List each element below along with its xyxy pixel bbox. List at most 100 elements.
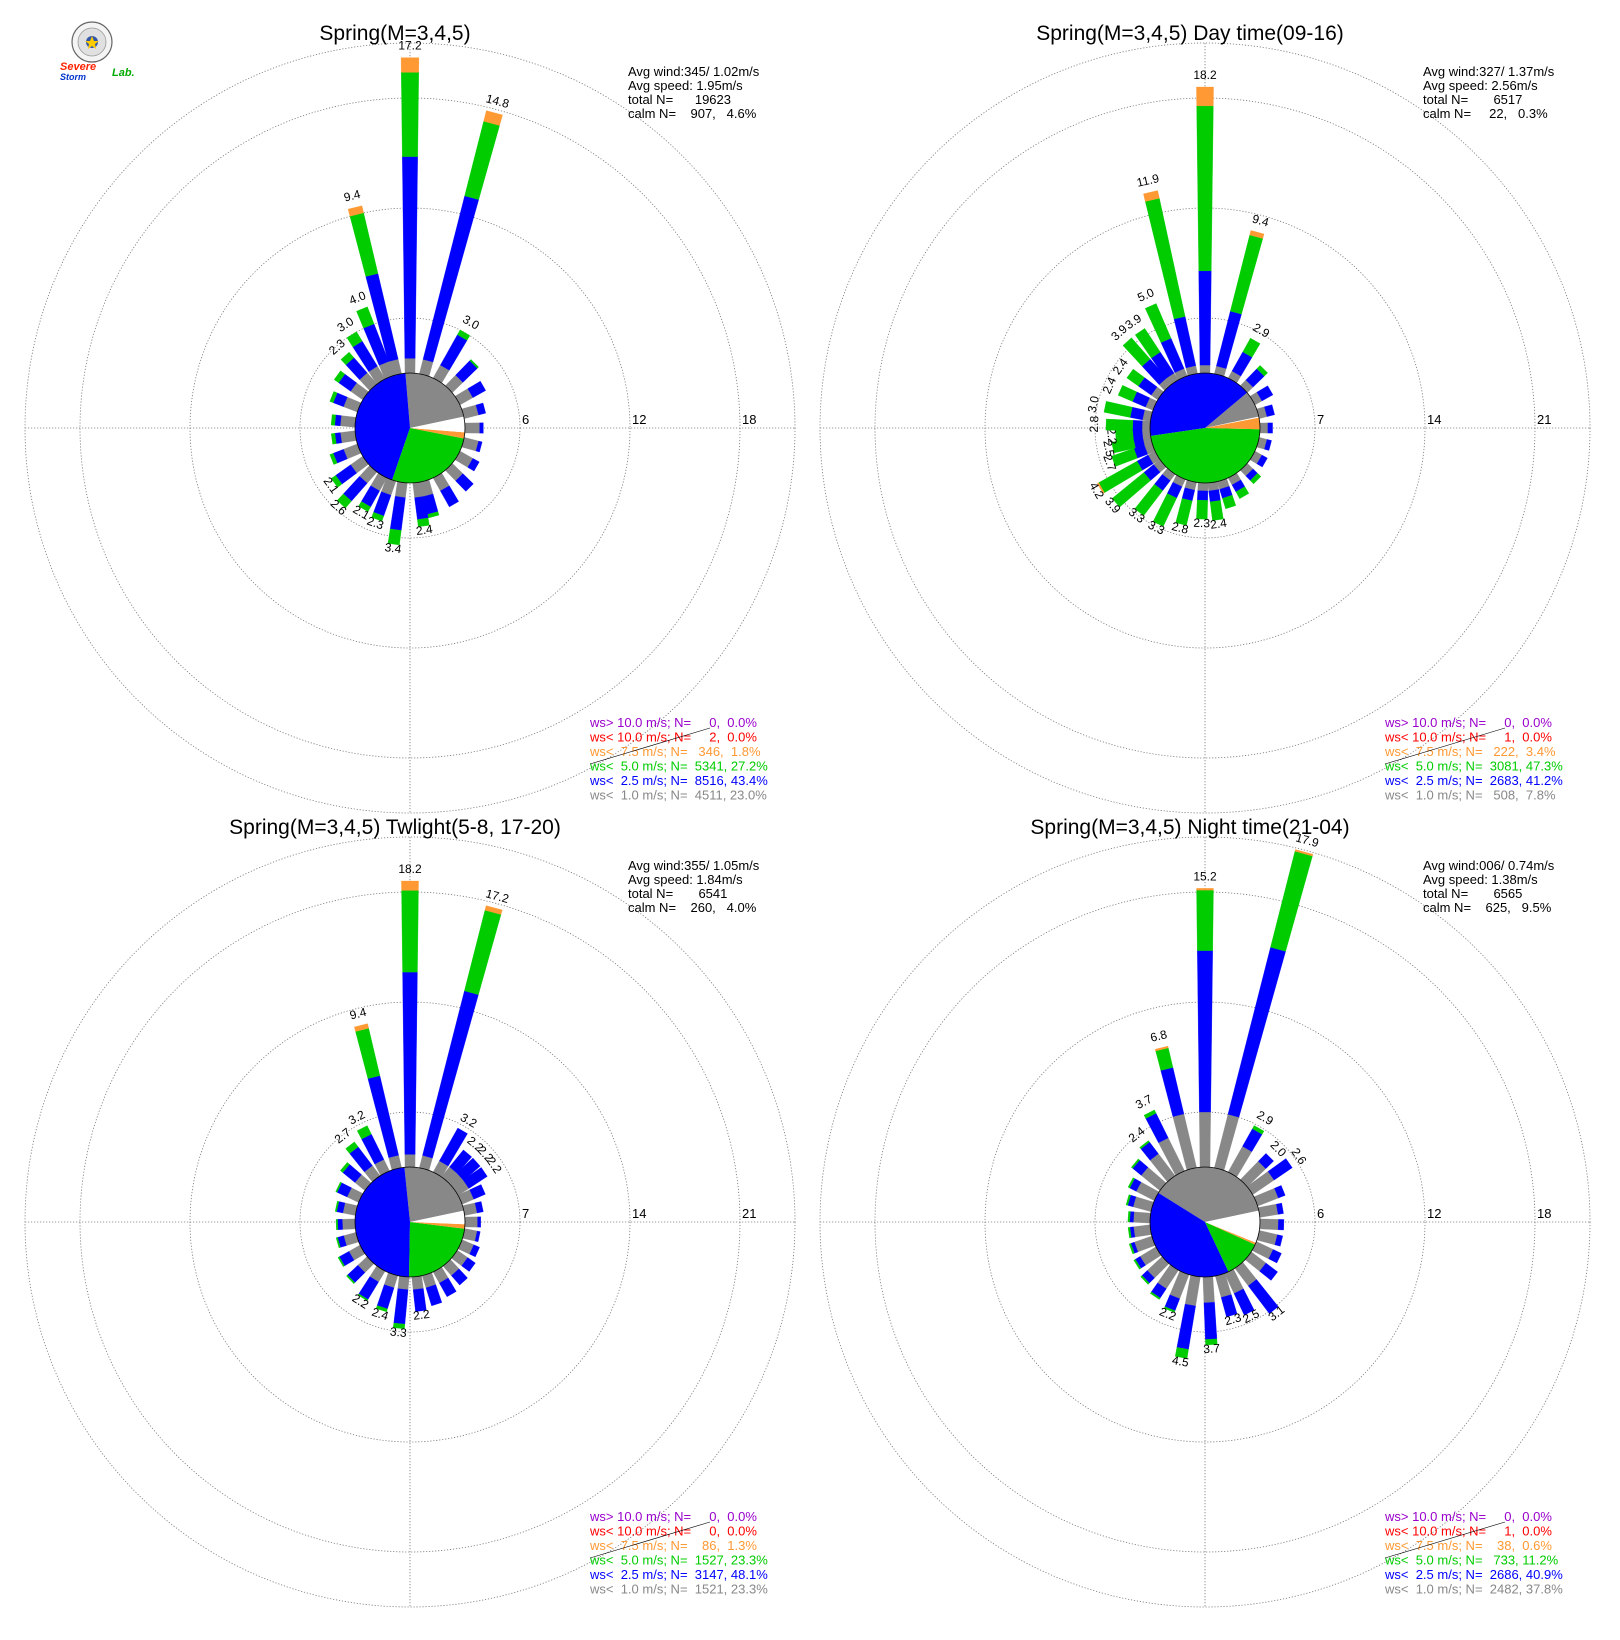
bar-segment (440, 485, 459, 508)
ring-1 (1094, 1111, 1316, 1333)
bar-value-label: 2.3 (326, 336, 348, 358)
direction-bar (1252, 1241, 1282, 1264)
stat-line: Avg speed: 1.84m/s (628, 872, 743, 887)
direction-bar: 2.3 (1193, 482, 1211, 530)
direction-bar (1259, 1218, 1285, 1231)
bar-segment (1202, 1276, 1215, 1303)
bar-value-label: 4.5 (1171, 1353, 1190, 1370)
direction-bar: 9.4 (342, 187, 402, 377)
bar-segment (1256, 1230, 1278, 1245)
bar-segment (400, 57, 420, 73)
bar-value-label: 3.0 (335, 314, 357, 335)
direction-bar (451, 1250, 476, 1272)
bar-segment (1235, 486, 1250, 499)
outer-ring (24, 42, 796, 814)
bar-value-label: 2.4 (415, 522, 434, 538)
outer-ring (24, 836, 796, 1608)
bar-segment (336, 493, 352, 509)
bar-segment (345, 1141, 359, 1154)
bar-value-label: 18.2 (398, 862, 422, 876)
bar-segment (1198, 270, 1212, 366)
ring-tick-label: 6 (1317, 1206, 1324, 1221)
bar-segment (371, 512, 384, 522)
direction-bar (1256, 437, 1272, 451)
bar-value-label: 4.0 (347, 288, 368, 307)
bar-value-label: 2.6 (1288, 1145, 1309, 1167)
bar-segment (1134, 483, 1163, 516)
bar-segment (1134, 328, 1161, 359)
ring-tick-label: 7 (522, 1206, 529, 1221)
legend-entry: ws< 7.5 m/s; N= 222, 3.4% (1384, 744, 1556, 759)
pie-slice (354, 373, 410, 481)
bar-segment (456, 1157, 481, 1181)
bar-segment (464, 422, 480, 434)
bar-segment (1139, 1140, 1150, 1150)
bar-value-label: 3.2 (346, 1107, 368, 1127)
bar-segment (411, 1275, 424, 1290)
legend-entry: ws< 5.0 m/s; N= 733, 11.2% (1384, 1553, 1559, 1568)
speed-pie (1149, 1166, 1261, 1278)
direction-bar (330, 414, 356, 428)
bar-segment (1175, 498, 1193, 526)
wind-rose-panel-4: 6 12 18 Spring(M=3,4,5) Night time(21-04) Av… (819, 816, 1591, 1608)
legend-entry: ws< 2.5 m/s; N= 3147, 48.1% (589, 1567, 768, 1582)
bar-segment (1143, 190, 1160, 202)
direction-bar: 11.9 (1135, 171, 1198, 376)
bar-segment (1199, 364, 1211, 374)
bar-segment (1127, 1177, 1135, 1189)
bar-value-label: 2.5 (1240, 1306, 1261, 1326)
bar-segment (1154, 1045, 1169, 1052)
bar-segment (340, 1162, 350, 1173)
bar-value-label: 2.7 (1100, 452, 1119, 473)
direction-bar: 2.2 (1157, 1270, 1190, 1324)
ring-tick-label: 12 (1427, 1206, 1441, 1221)
pie-outline (354, 372, 466, 484)
direction-bar (1227, 472, 1250, 499)
bar-segment (1132, 420, 1143, 432)
bar-segment (1259, 422, 1269, 434)
bar-segment (358, 501, 371, 512)
legend-entry: ws< 7.5 m/s; N= 38, 0.6% (1384, 1538, 1552, 1553)
stat-line: total N= 6541 (628, 886, 727, 901)
bar-segment (1276, 1202, 1284, 1215)
bar-segment (375, 1305, 388, 1313)
bar-segment (404, 1154, 416, 1168)
bar-segment (335, 1219, 339, 1230)
bar-segment (337, 1256, 345, 1267)
bar-segment (1259, 1218, 1279, 1230)
direction-bar (346, 1256, 375, 1284)
ring-2 (189, 207, 631, 649)
legend-entry: ws> 10.0 m/s; N= 0, 0.0% (1384, 715, 1552, 730)
bar-segment (1264, 439, 1272, 451)
direction-bar (1128, 1235, 1156, 1255)
bar-segment (1267, 422, 1273, 434)
bar-segment (1133, 1211, 1151, 1224)
direction-bar: 2.9 (1227, 320, 1272, 384)
direction-bar: 3.0 (335, 314, 386, 385)
direction-bar (458, 1239, 480, 1258)
bar-segment (1196, 888, 1214, 891)
direction-bar: 2.4 (1207, 481, 1228, 532)
bar-segment (376, 1284, 395, 1310)
direction-bar: 9.4 (1214, 212, 1271, 377)
bar-segment (469, 1184, 486, 1200)
bar-value-label: 2.0 (1267, 1138, 1289, 1160)
legend-entry: ws> 10.0 m/s; N= 0, 0.0% (589, 715, 757, 730)
ring-tick-label: 21 (1537, 412, 1551, 427)
bar-segment (1277, 1219, 1285, 1231)
bar-segment (402, 971, 418, 1155)
pie-slice (409, 1222, 465, 1277)
direction-bar (461, 402, 486, 419)
bar-segment (346, 1274, 356, 1284)
bar-segment (1203, 1302, 1218, 1340)
bar-segment (404, 358, 416, 374)
bar-value-label: 9.4 (1251, 212, 1271, 230)
pie-slice (1205, 416, 1260, 428)
speed-pie (354, 372, 466, 484)
logo-text-lab: Lab. (112, 67, 135, 79)
bar-segment (346, 331, 363, 348)
bar-segment (439, 1127, 468, 1167)
bar-segment (1184, 1275, 1201, 1307)
bar-segment (1196, 105, 1214, 272)
bar-segment (1256, 385, 1274, 402)
